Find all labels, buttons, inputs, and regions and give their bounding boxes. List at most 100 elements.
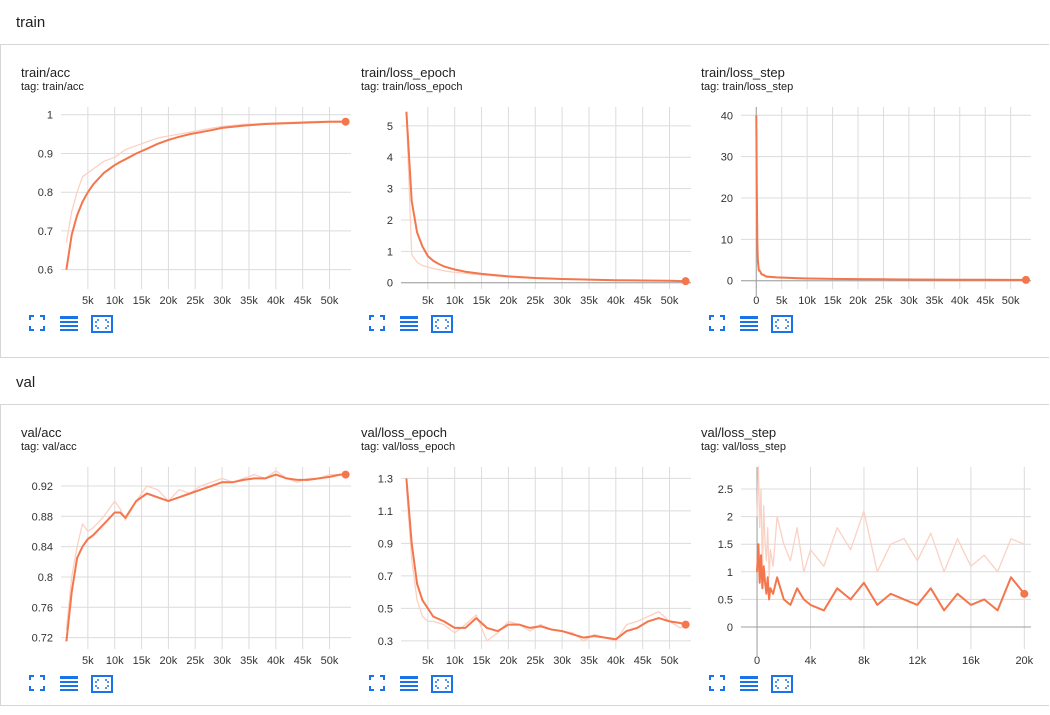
data-table-icon[interactable] bbox=[739, 315, 759, 336]
y-tick-label: 0.7 bbox=[38, 226, 53, 238]
x-tick-label: 0 bbox=[753, 295, 759, 307]
line-chart-train-acc[interactable]: 5k 10k 15k 20k 25k 30k 35k 40k 45k 50k 0.6 0.7 0.8 0.… bbox=[21, 103, 351, 313]
chart-toolbar bbox=[361, 675, 461, 695]
y-tick-label: 1.3 bbox=[378, 473, 393, 485]
chart-title: train/acc bbox=[21, 65, 71, 80]
y-tick-label: 1.1 bbox=[378, 506, 393, 518]
series-line-smoothed bbox=[755, 115, 1026, 281]
x-tick-label: 5k bbox=[776, 295, 788, 307]
y-tick-label: 1.5 bbox=[718, 539, 733, 551]
line-chart-val-loss-step[interactable]: 0 4k 8k 12k 16k 20k 0 0.5 1 1.5 2 2.5 bbox=[701, 463, 1034, 673]
chart-toolbar bbox=[361, 315, 461, 335]
x-tick-label: 40k bbox=[267, 655, 285, 667]
fullscreen-icon[interactable] bbox=[29, 675, 45, 696]
fit-domain-icon[interactable] bbox=[771, 315, 793, 338]
data-table-icon[interactable] bbox=[399, 315, 419, 336]
x-tick-label: 40k bbox=[607, 655, 625, 667]
fullscreen-icon[interactable] bbox=[369, 675, 385, 696]
y-tick-label: 0.92 bbox=[32, 481, 53, 493]
x-tick-label: 5k bbox=[422, 295, 434, 307]
fit-domain-icon[interactable] bbox=[91, 315, 113, 338]
last-point-marker bbox=[341, 470, 350, 479]
y-tick-label: 0 bbox=[387, 278, 393, 290]
chart-tag: tag: train/acc bbox=[21, 81, 84, 93]
x-tick-label: 15k bbox=[133, 295, 151, 307]
y-tick-label: 0.72 bbox=[32, 633, 53, 645]
x-tick-label: 30k bbox=[553, 655, 571, 667]
series-line-raw bbox=[756, 466, 1025, 578]
fullscreen-icon[interactable] bbox=[369, 315, 385, 336]
y-tick-label: 2 bbox=[387, 215, 393, 227]
data-table-icon[interactable] bbox=[59, 675, 79, 696]
x-tick-label: 16k bbox=[962, 655, 980, 667]
y-tick-label: 0.76 bbox=[32, 602, 53, 614]
x-tick-label: 20k bbox=[500, 295, 518, 307]
data-table-icon[interactable] bbox=[399, 675, 419, 696]
chart-title: val/loss_step bbox=[701, 425, 777, 440]
x-tick-label: 35k bbox=[580, 655, 598, 667]
x-tick-label: 10k bbox=[106, 295, 124, 307]
fit-domain-icon[interactable] bbox=[431, 315, 453, 338]
x-tick-label: 50k bbox=[321, 655, 339, 667]
line-chart-train-loss-epoch[interactable]: 5k 10k 15k 20k 25k 30k 35k 40k 45k 50k 0 1 2 3 4 5 bbox=[361, 103, 691, 313]
y-tick-label: 0 bbox=[727, 276, 733, 288]
x-tick-label: 30k bbox=[553, 295, 571, 307]
chart-card-train-loss-epoch: train/loss_epoch tag: train/loss_epoch 5k… bbox=[361, 65, 691, 355]
x-tick-label: 40k bbox=[951, 295, 969, 307]
x-tick-label: 15k bbox=[133, 655, 151, 667]
x-tick-label: 50k bbox=[321, 295, 339, 307]
y-tick-label: 40 bbox=[721, 110, 733, 122]
chart-card-val-loss-epoch: val/loss_epoch tag: val/loss_epoch 5k 10k 1… bbox=[361, 425, 691, 715]
line-chart-val-acc[interactable]: 5k 10k 15k 20k 25k 30k 35k 40k 45k 50k 0.72 0.76 0.8… bbox=[21, 463, 351, 673]
y-tick-label: 1 bbox=[727, 567, 733, 579]
data-table-icon[interactable] bbox=[739, 675, 759, 696]
series-line-raw bbox=[65, 120, 346, 243]
y-tick-label: 4 bbox=[387, 152, 393, 164]
x-tick-label: 50k bbox=[1002, 295, 1020, 307]
fullscreen-icon[interactable] bbox=[29, 315, 45, 336]
fullscreen-icon[interactable] bbox=[709, 675, 725, 696]
line-chart-val-loss-epoch[interactable]: 5k 10k 15k 20k 25k 30k 35k 40k 45k 50k 0.3 0.5 0.7 0.… bbox=[361, 463, 691, 673]
x-tick-label: 5k bbox=[82, 295, 94, 307]
data-table-icon[interactable] bbox=[59, 315, 79, 336]
fit-domain-icon[interactable] bbox=[771, 675, 793, 698]
section-title-val[interactable]: val bbox=[16, 374, 36, 391]
x-tick-label: 35k bbox=[925, 295, 943, 307]
y-tick-label: 30 bbox=[721, 152, 733, 164]
chart-card-val-acc: val/acc tag: val/acc 5k 10k 15k 20k 25k 30k 35k… bbox=[21, 425, 351, 715]
y-tick-label: 0 bbox=[727, 622, 733, 634]
x-tick-label: 25k bbox=[186, 655, 204, 667]
line-chart-train-loss-step[interactable]: 0 5k 10k 15k 20k 25k 30k 35k 40k 45k 50k 0 10 20 30 40 bbox=[701, 103, 1031, 313]
y-tick-label: 2 bbox=[727, 512, 733, 524]
x-tick-label: 0 bbox=[754, 655, 760, 667]
x-tick-label: 45k bbox=[976, 295, 994, 307]
last-point-marker bbox=[1020, 589, 1029, 598]
chart-title: val/acc bbox=[21, 425, 62, 440]
x-tick-label: 15k bbox=[824, 295, 842, 307]
y-tick-label: 0.8 bbox=[38, 187, 53, 199]
x-tick-label: 25k bbox=[875, 295, 893, 307]
x-tick-label: 4k bbox=[805, 655, 817, 667]
y-tick-label: 20 bbox=[721, 193, 733, 205]
chart-title: train/loss_epoch bbox=[361, 65, 456, 80]
y-tick-label: 1 bbox=[387, 246, 393, 258]
chart-tag: tag: train/loss_step bbox=[701, 81, 794, 93]
x-tick-label: 45k bbox=[634, 655, 652, 667]
fit-domain-icon[interactable] bbox=[91, 675, 113, 698]
x-tick-label: 35k bbox=[240, 655, 258, 667]
fit-domain-icon[interactable] bbox=[431, 675, 453, 698]
y-tick-label: 10 bbox=[721, 234, 733, 246]
x-tick-label: 5k bbox=[422, 655, 434, 667]
y-tick-label: 2.5 bbox=[718, 484, 733, 496]
chart-card-train-loss-step: train/loss_step tag: train/loss_step 0 5k 1… bbox=[701, 65, 1031, 355]
chart-toolbar bbox=[701, 315, 801, 335]
y-tick-label: 0.84 bbox=[32, 542, 53, 554]
chart-tag: tag: train/loss_epoch bbox=[361, 81, 463, 93]
fullscreen-icon[interactable] bbox=[709, 315, 725, 336]
x-tick-label: 25k bbox=[526, 655, 544, 667]
section-title-train[interactable]: train bbox=[16, 14, 46, 31]
series-line-raw bbox=[405, 113, 686, 282]
chart-toolbar bbox=[21, 675, 121, 695]
y-tick-label: 0.6 bbox=[38, 265, 53, 277]
x-tick-label: 10k bbox=[446, 655, 464, 667]
